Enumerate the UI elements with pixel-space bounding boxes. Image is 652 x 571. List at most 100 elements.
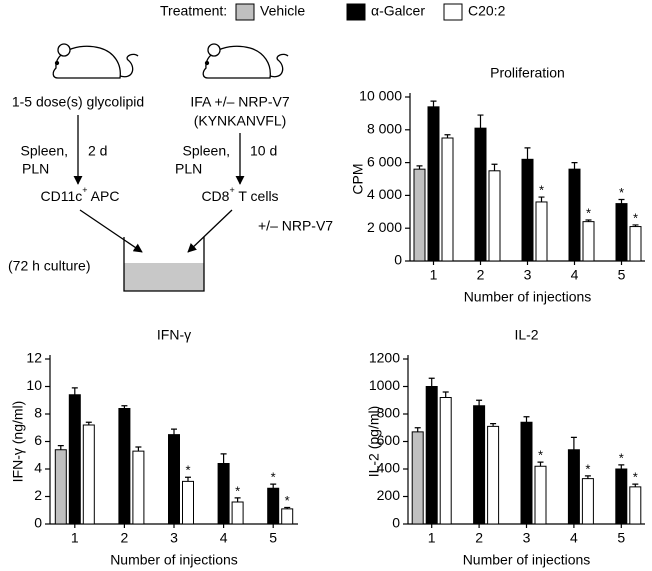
bar	[581, 478, 594, 525]
peptide-label: (KYNKANVFL)	[194, 113, 287, 129]
y-tick-label: 12	[26, 350, 42, 366]
significance-mark: *	[285, 493, 290, 508]
significance-mark: *	[585, 461, 590, 476]
legend-swatch	[443, 3, 463, 21]
bar	[441, 137, 454, 262]
error-bar	[57, 445, 64, 450]
x-tick-label: 5	[269, 530, 277, 546]
y-tick-label: 8	[34, 405, 42, 421]
error-bar	[220, 453, 227, 464]
chart-title: Proliferation	[490, 65, 565, 81]
x-tick-label: 5	[617, 530, 625, 546]
culture-label: (72 h culture)	[8, 258, 90, 274]
x-axis-label: Number of injections	[464, 289, 592, 305]
organ-label: PLN	[22, 161, 49, 177]
y-tick-label: 10	[26, 377, 42, 393]
legend-label: C20:2	[468, 3, 506, 19]
bar	[182, 480, 194, 525]
y-tick-label: 800	[377, 405, 401, 421]
error-bar	[428, 377, 435, 387]
x-tick-label: 3	[523, 530, 531, 546]
bar	[568, 168, 581, 262]
error-bar	[618, 198, 625, 204]
y-tick-label: 400	[377, 460, 401, 476]
culture-well	[123, 237, 205, 292]
significance-mark: *	[539, 182, 544, 197]
superscript: +	[229, 185, 234, 195]
bar	[629, 486, 642, 525]
y-tick-label: 6	[34, 432, 42, 448]
cell-label: CD8+ T cells	[201, 185, 278, 203]
error-bar	[416, 165, 423, 170]
cell-name: CD8	[201, 188, 229, 204]
error-bar	[476, 399, 483, 406]
bar	[82, 424, 95, 525]
bar	[68, 394, 81, 525]
y-tick-label: 10 000	[359, 88, 402, 104]
x-tick-label: 1	[71, 530, 79, 546]
superscript: +	[82, 185, 87, 195]
error-bar	[234, 497, 241, 502]
y-tick-label: 0	[34, 515, 42, 531]
bar	[54, 449, 67, 525]
bar	[267, 487, 280, 525]
bar	[281, 508, 294, 525]
bar	[118, 408, 131, 525]
x-tick-label: 5	[618, 267, 626, 283]
mouse-icon	[52, 43, 139, 79]
bar	[520, 421, 533, 525]
dose-label: IFA +/– NRP-V7	[190, 94, 289, 110]
error-bar	[477, 114, 484, 129]
cell-name: T cells	[235, 188, 279, 204]
chart-title: IL-2	[514, 327, 538, 343]
bar	[615, 203, 628, 262]
bar	[439, 397, 452, 525]
x-tick-label: 4	[220, 530, 228, 546]
x-tick-label: 2	[121, 530, 129, 546]
y-tick-label: 600	[377, 432, 401, 448]
y-tick-label: 2 000	[367, 219, 402, 235]
error-bar	[71, 387, 78, 395]
organ-label: Spleen,	[21, 143, 68, 159]
significance-mark: *	[619, 450, 624, 465]
significance-mark: *	[538, 448, 543, 463]
error-bar	[444, 134, 451, 138]
x-tick-label: 1	[430, 267, 438, 283]
error-bar	[538, 196, 545, 202]
error-bar	[270, 483, 277, 489]
y-axis-label: CPM	[349, 163, 365, 194]
time-label: 2 d	[88, 143, 107, 159]
bar	[217, 463, 230, 525]
x-tick-label: 2	[475, 530, 483, 546]
cell-label: CD11c+ APC	[41, 185, 120, 203]
organ-label: Spleen,	[183, 143, 230, 159]
y-tick-label: 8 000	[367, 121, 402, 137]
bar	[629, 226, 642, 262]
cell-name: CD11c	[41, 188, 83, 204]
significance-mark: *	[633, 470, 638, 485]
legend: Treatment: Vehicle α-Galcer C20:2	[160, 3, 506, 21]
bar	[411, 431, 424, 525]
mouse-icon	[202, 43, 289, 79]
significance-mark: *	[633, 210, 638, 225]
bar	[615, 468, 628, 525]
x-tick-label: 4	[571, 267, 579, 283]
bar	[582, 221, 595, 262]
diagram: 1-5 dose(s) glycolipid IFA +/– NRP-V7 (K…	[8, 43, 333, 292]
bar	[473, 405, 486, 525]
error-bar	[618, 464, 625, 469]
bar	[534, 465, 547, 525]
bar	[487, 425, 500, 525]
bar	[168, 434, 180, 525]
time-label: 10 d	[250, 143, 277, 159]
bar	[132, 450, 145, 525]
legend-swatch	[346, 3, 366, 21]
legend-label: Vehicle	[260, 3, 305, 19]
error-bar	[491, 163, 498, 171]
bar	[231, 501, 244, 525]
significance-mark: *	[235, 483, 240, 498]
peptide-label: +/– NRP-V7	[258, 218, 333, 234]
legend-title: Treatment:	[160, 3, 227, 19]
bar	[567, 449, 580, 525]
significance-mark: *	[271, 470, 276, 485]
